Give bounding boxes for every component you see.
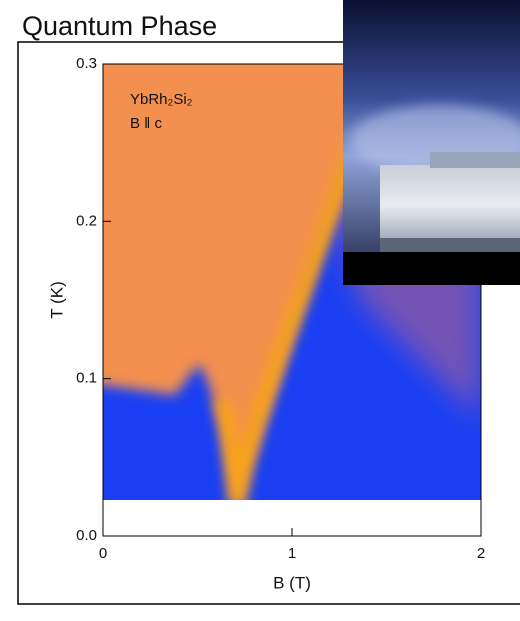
x-tick-label: 0 [99,545,107,562]
x-axis-label: B (T) [273,573,311,592]
x-tick-label: 1 [288,545,296,562]
y-tick-label: 0.1 [76,370,97,387]
chart-title: Quantum Phase [22,11,217,41]
y-tick-label: 0.3 [76,55,97,72]
y-axis-label: T (K) [47,281,66,318]
y-tick-label: 0.0 [76,527,97,544]
photo-inset [343,0,520,285]
annotation: B ǁ c [130,115,163,132]
x-tick-label: 2 [477,545,485,562]
frame [17,41,520,605]
y-tick-label: 0.2 [76,212,97,229]
annotation: YbRh₂Si₂ [130,91,193,108]
